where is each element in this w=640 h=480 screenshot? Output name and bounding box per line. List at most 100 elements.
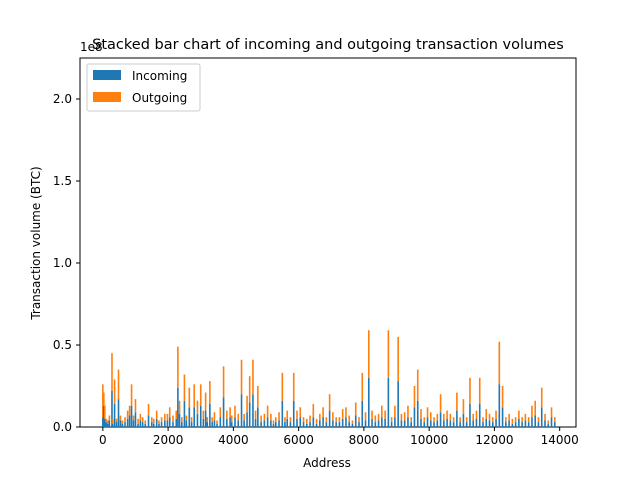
bar-outgoing xyxy=(128,405,131,416)
bar-outgoing xyxy=(426,407,429,418)
bar-incoming xyxy=(514,422,517,427)
bar-incoming xyxy=(111,390,113,427)
bar-outgoing xyxy=(328,394,331,411)
bar-outgoing xyxy=(226,410,228,419)
bar-incoming xyxy=(469,404,471,427)
bar-incoming xyxy=(410,422,413,427)
bar-incoming xyxy=(130,405,133,427)
bar-outgoing xyxy=(384,410,386,419)
bar-outgoing xyxy=(381,405,383,418)
bar-outgoing xyxy=(322,407,324,418)
bar-outgoing xyxy=(160,417,163,423)
bar-outgoing xyxy=(137,418,139,424)
bar-incoming xyxy=(351,423,354,427)
bar-incoming xyxy=(209,404,211,427)
bar-outgoing xyxy=(469,377,471,405)
bar-incoming xyxy=(172,422,174,427)
bar-outgoing xyxy=(102,384,104,418)
bar-outgoing xyxy=(257,386,259,408)
legend-swatch-incoming xyxy=(93,70,121,80)
bar-incoming xyxy=(371,418,373,427)
bar-incoming xyxy=(147,415,150,427)
legend-label-incoming: Incoming xyxy=(132,69,187,83)
bar-incoming xyxy=(449,420,452,427)
bar-outgoing xyxy=(185,415,188,421)
bar-incoming xyxy=(312,417,315,427)
bar-outgoing xyxy=(478,377,481,405)
bar-outgoing xyxy=(443,413,445,421)
bar-outgoing xyxy=(168,407,171,418)
bar-incoming xyxy=(377,420,380,427)
bar-outgoing xyxy=(449,413,452,421)
bar-incoming xyxy=(152,423,155,427)
bar-outgoing xyxy=(439,394,442,413)
bar-outgoing xyxy=(423,417,426,423)
bar-incoming xyxy=(108,420,111,427)
bar-outgoing xyxy=(296,410,298,419)
bar-incoming xyxy=(544,420,546,427)
bar-incoming xyxy=(286,418,289,427)
bar-outgoing xyxy=(514,417,517,423)
bar-incoming xyxy=(274,422,277,427)
bar-incoming xyxy=(521,422,523,427)
bar-outgoing xyxy=(234,405,236,418)
bar-incoming xyxy=(185,420,188,427)
bar-incoming xyxy=(364,420,367,427)
bar-incoming xyxy=(472,420,475,427)
bar-incoming xyxy=(537,422,540,427)
bar-outgoing xyxy=(465,417,468,423)
bar-incoming xyxy=(403,420,406,427)
bar-incoming xyxy=(452,422,455,427)
bar-incoming xyxy=(155,418,158,427)
bar-incoming xyxy=(534,415,537,427)
bar-outgoing xyxy=(243,413,245,421)
bar-outgoing xyxy=(335,417,337,423)
bar-series-group xyxy=(102,330,556,427)
bar-incoming xyxy=(115,422,118,427)
bar-outgoing xyxy=(106,420,109,424)
bar-incoming xyxy=(341,418,344,427)
bar-incoming xyxy=(322,417,324,427)
bar-outgoing xyxy=(364,412,367,421)
bar-incoming xyxy=(222,397,225,427)
bar-incoming xyxy=(190,422,193,427)
bar-outgoing xyxy=(302,417,305,423)
bar-incoming xyxy=(315,423,318,427)
bar-incoming xyxy=(266,417,269,427)
bar-outgoing xyxy=(199,384,202,406)
bar-outgoing xyxy=(299,407,302,418)
bar-outgoing xyxy=(155,410,158,419)
bar-incoming xyxy=(429,420,432,427)
bar-outgoing xyxy=(237,413,240,421)
bar-outgoing xyxy=(361,372,364,401)
bar-outgoing xyxy=(501,386,504,408)
bar-outgoing xyxy=(104,405,106,419)
bar-incoming xyxy=(248,402,251,427)
bar-outgoing xyxy=(134,399,137,413)
bar-outgoing xyxy=(534,400,537,416)
bar-outgoing xyxy=(254,410,257,419)
bar-incoming xyxy=(384,418,386,427)
bar-incoming xyxy=(199,405,202,427)
bar-outgoing xyxy=(115,418,118,423)
y-tick-label: 1.0 xyxy=(53,256,72,270)
bar-incoming xyxy=(498,384,501,427)
bar-incoming xyxy=(196,413,199,427)
bar-incoming xyxy=(126,418,129,427)
bar-incoming xyxy=(164,420,166,427)
plot-frame xyxy=(79,57,577,428)
bar-outgoing xyxy=(531,405,533,418)
y-axis: 0.0 0.5 1.0 1.5 2.0 xyxy=(53,92,80,434)
bar-outgoing xyxy=(446,410,448,419)
bar-incoming xyxy=(289,422,292,427)
bar-outgoing xyxy=(292,372,295,401)
bar-outgoing xyxy=(177,346,179,388)
bar-incoming xyxy=(456,410,458,427)
bar-outgoing xyxy=(130,384,133,406)
bar-outgoing xyxy=(475,410,478,419)
bar-incoming xyxy=(374,422,377,427)
bar-outgoing xyxy=(407,405,409,418)
bar-incoming xyxy=(501,407,504,427)
bar-incoming xyxy=(491,422,494,427)
bar-outgoing xyxy=(505,417,507,423)
